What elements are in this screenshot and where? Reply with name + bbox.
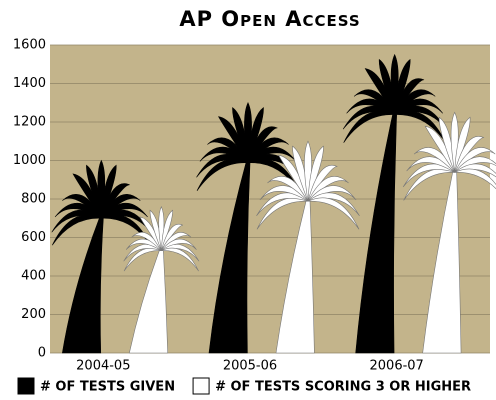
legend-swatch [193,378,209,394]
legend-swatch [18,378,34,394]
y-tick-label: 400 [21,269,46,284]
x-tick-label: 2005-06 [223,359,277,374]
chart-title: AP Open Access [179,7,360,31]
x-tick-label: 2006-07 [370,359,424,374]
y-tick-label: 1600 [13,38,46,53]
chart: AP Open Access 0 200 400 600 800 1000 1200 1400… [0,0,496,400]
legend-label: # of tests scoring 3 or higher [215,380,471,395]
y-tick-label: 0 [38,346,46,361]
y-tick-label: 600 [21,230,46,245]
y-tick-label: 800 [21,192,46,207]
y-tick-label: 1000 [13,153,46,168]
legend-label: # of tests given [40,380,175,395]
x-tick-label: 2004-05 [76,359,130,374]
y-tick-label: 200 [21,307,46,322]
y-tick-label: 1200 [13,115,46,130]
y-tick-label: 1400 [13,76,46,91]
